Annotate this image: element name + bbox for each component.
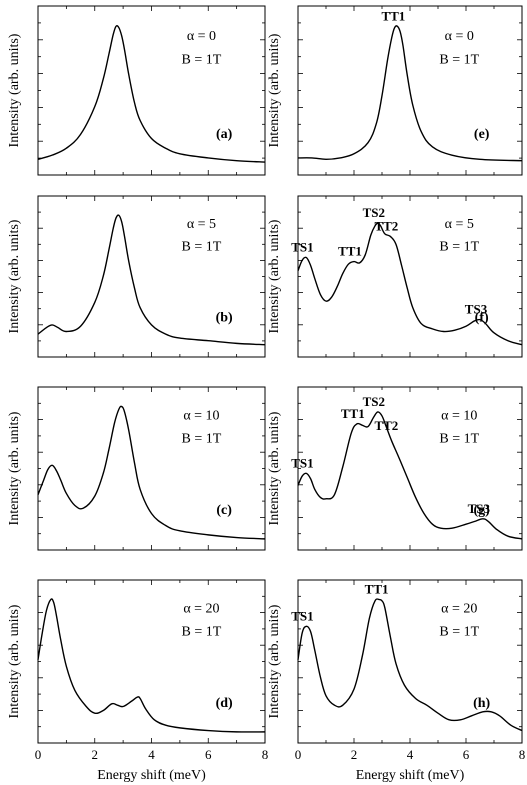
spectrum-line: [37, 598, 266, 733]
x-tick-label: 4: [407, 747, 414, 762]
alpha-label: α = 0: [445, 29, 474, 44]
field-label: B = 1T: [182, 624, 222, 639]
panel-c: α = 10 B = 1T (c) Intensity (arb. units): [7, 386, 266, 551]
field-label: B = 1T: [439, 240, 479, 255]
x-axis-label: Energy shift (meV): [356, 768, 465, 783]
alpha-label: α = 5: [187, 217, 216, 232]
x-tick-label: 8: [519, 747, 526, 762]
peak-label: TT1: [338, 244, 362, 259]
peak-label: TT1: [381, 8, 405, 23]
panel-b: α = 5 B = 1T (b) Intensity (arb. units): [7, 195, 266, 358]
panel-tag: (d): [216, 696, 233, 711]
y-axis-label: Intensity (arb. units): [267, 33, 282, 147]
y-axis-label: Intensity (arb. units): [267, 604, 282, 718]
y-axis-label: Intensity (arb. units): [7, 604, 22, 718]
panel-d: α = 20 B = 1T (d) 0 2 4 6 8 Energy shift (meV) In…: [7, 579, 269, 783]
spectrum-line: [37, 214, 266, 346]
x-tick-label: 6: [463, 747, 470, 762]
y-axis-label: Intensity (arb. units): [7, 219, 22, 333]
plot-frame: [297, 195, 523, 358]
x-tick-label: 0: [35, 747, 42, 762]
peak-label: TS2: [363, 205, 385, 220]
panel-tag: (h): [473, 696, 490, 711]
alpha-label: α = 10: [183, 409, 219, 424]
peak-label: TT1: [365, 582, 389, 597]
y-axis-label: Intensity (arb. units): [7, 33, 22, 147]
panel-tag: (g): [474, 503, 491, 518]
y-axis-label: Intensity (arb. units): [267, 411, 282, 525]
plot-frame: [37, 195, 266, 358]
x-tick-label: 2: [92, 747, 99, 762]
peak-label: TS2: [363, 394, 385, 409]
plot-frame: [37, 579, 266, 744]
spectrum-line: [297, 25, 523, 162]
plot-frame: [37, 5, 266, 176]
x-tick-label: 2: [351, 747, 358, 762]
panel-tag: (b): [216, 311, 233, 326]
panel-tag: (a): [216, 127, 233, 142]
panel-tag: (e): [474, 127, 490, 142]
y-axis-label: Intensity (arb. units): [7, 411, 22, 525]
peak-label: TT1: [341, 406, 365, 421]
x-tick-label: 4: [148, 747, 155, 762]
field-label: B = 1T: [182, 431, 222, 446]
panel-tag: (c): [216, 503, 232, 518]
field-label: B = 1T: [439, 431, 479, 446]
peak-label: TT2: [374, 418, 398, 433]
alpha-label: α = 20: [183, 602, 219, 617]
spectrum-line: [37, 25, 266, 163]
panel-e: α = 0 B = 1T (e) TT1 Intensity (arb. units): [267, 5, 523, 176]
x-axis-label: Energy shift (meV): [97, 768, 206, 783]
spectrum-line: [297, 411, 523, 540]
peak-label: TS1: [291, 455, 313, 470]
alpha-label: α = 20: [441, 602, 477, 617]
alpha-label: α = 10: [441, 409, 477, 424]
panel-h: α = 20 B = 1T (h) TS1 TT1 0 2 4 6 8 Energy shift (…: [267, 579, 526, 783]
peak-label: TS3: [468, 501, 491, 516]
panel-a: α = 0 B = 1T (a) Intensity (arb. units): [7, 5, 266, 176]
spectrum-line: [297, 598, 523, 732]
peak-label: TS1: [291, 240, 313, 255]
plot-frame: [297, 579, 523, 744]
y-axis-label: Intensity (arb. units): [267, 219, 282, 333]
field-label: B = 1T: [439, 52, 479, 67]
peak-label: TS3: [465, 302, 488, 317]
panel-tag: (f): [475, 311, 489, 326]
alpha-label: α = 0: [187, 29, 216, 44]
x-tick-label: 6: [205, 747, 212, 762]
x-tick-label: 8: [262, 747, 269, 762]
field-label: B = 1T: [439, 624, 479, 639]
spectrum-line: [297, 222, 523, 346]
alpha-label: α = 5: [445, 217, 474, 232]
field-label: B = 1T: [182, 52, 222, 67]
peak-label: TT2: [374, 218, 398, 233]
peak-label: TS1: [291, 608, 313, 623]
spectrum-line: [37, 405, 266, 540]
plot-frame: [37, 386, 266, 551]
field-label: B = 1T: [182, 240, 222, 255]
plot-frame: [297, 386, 523, 551]
x-tick-label: 0: [295, 747, 302, 762]
